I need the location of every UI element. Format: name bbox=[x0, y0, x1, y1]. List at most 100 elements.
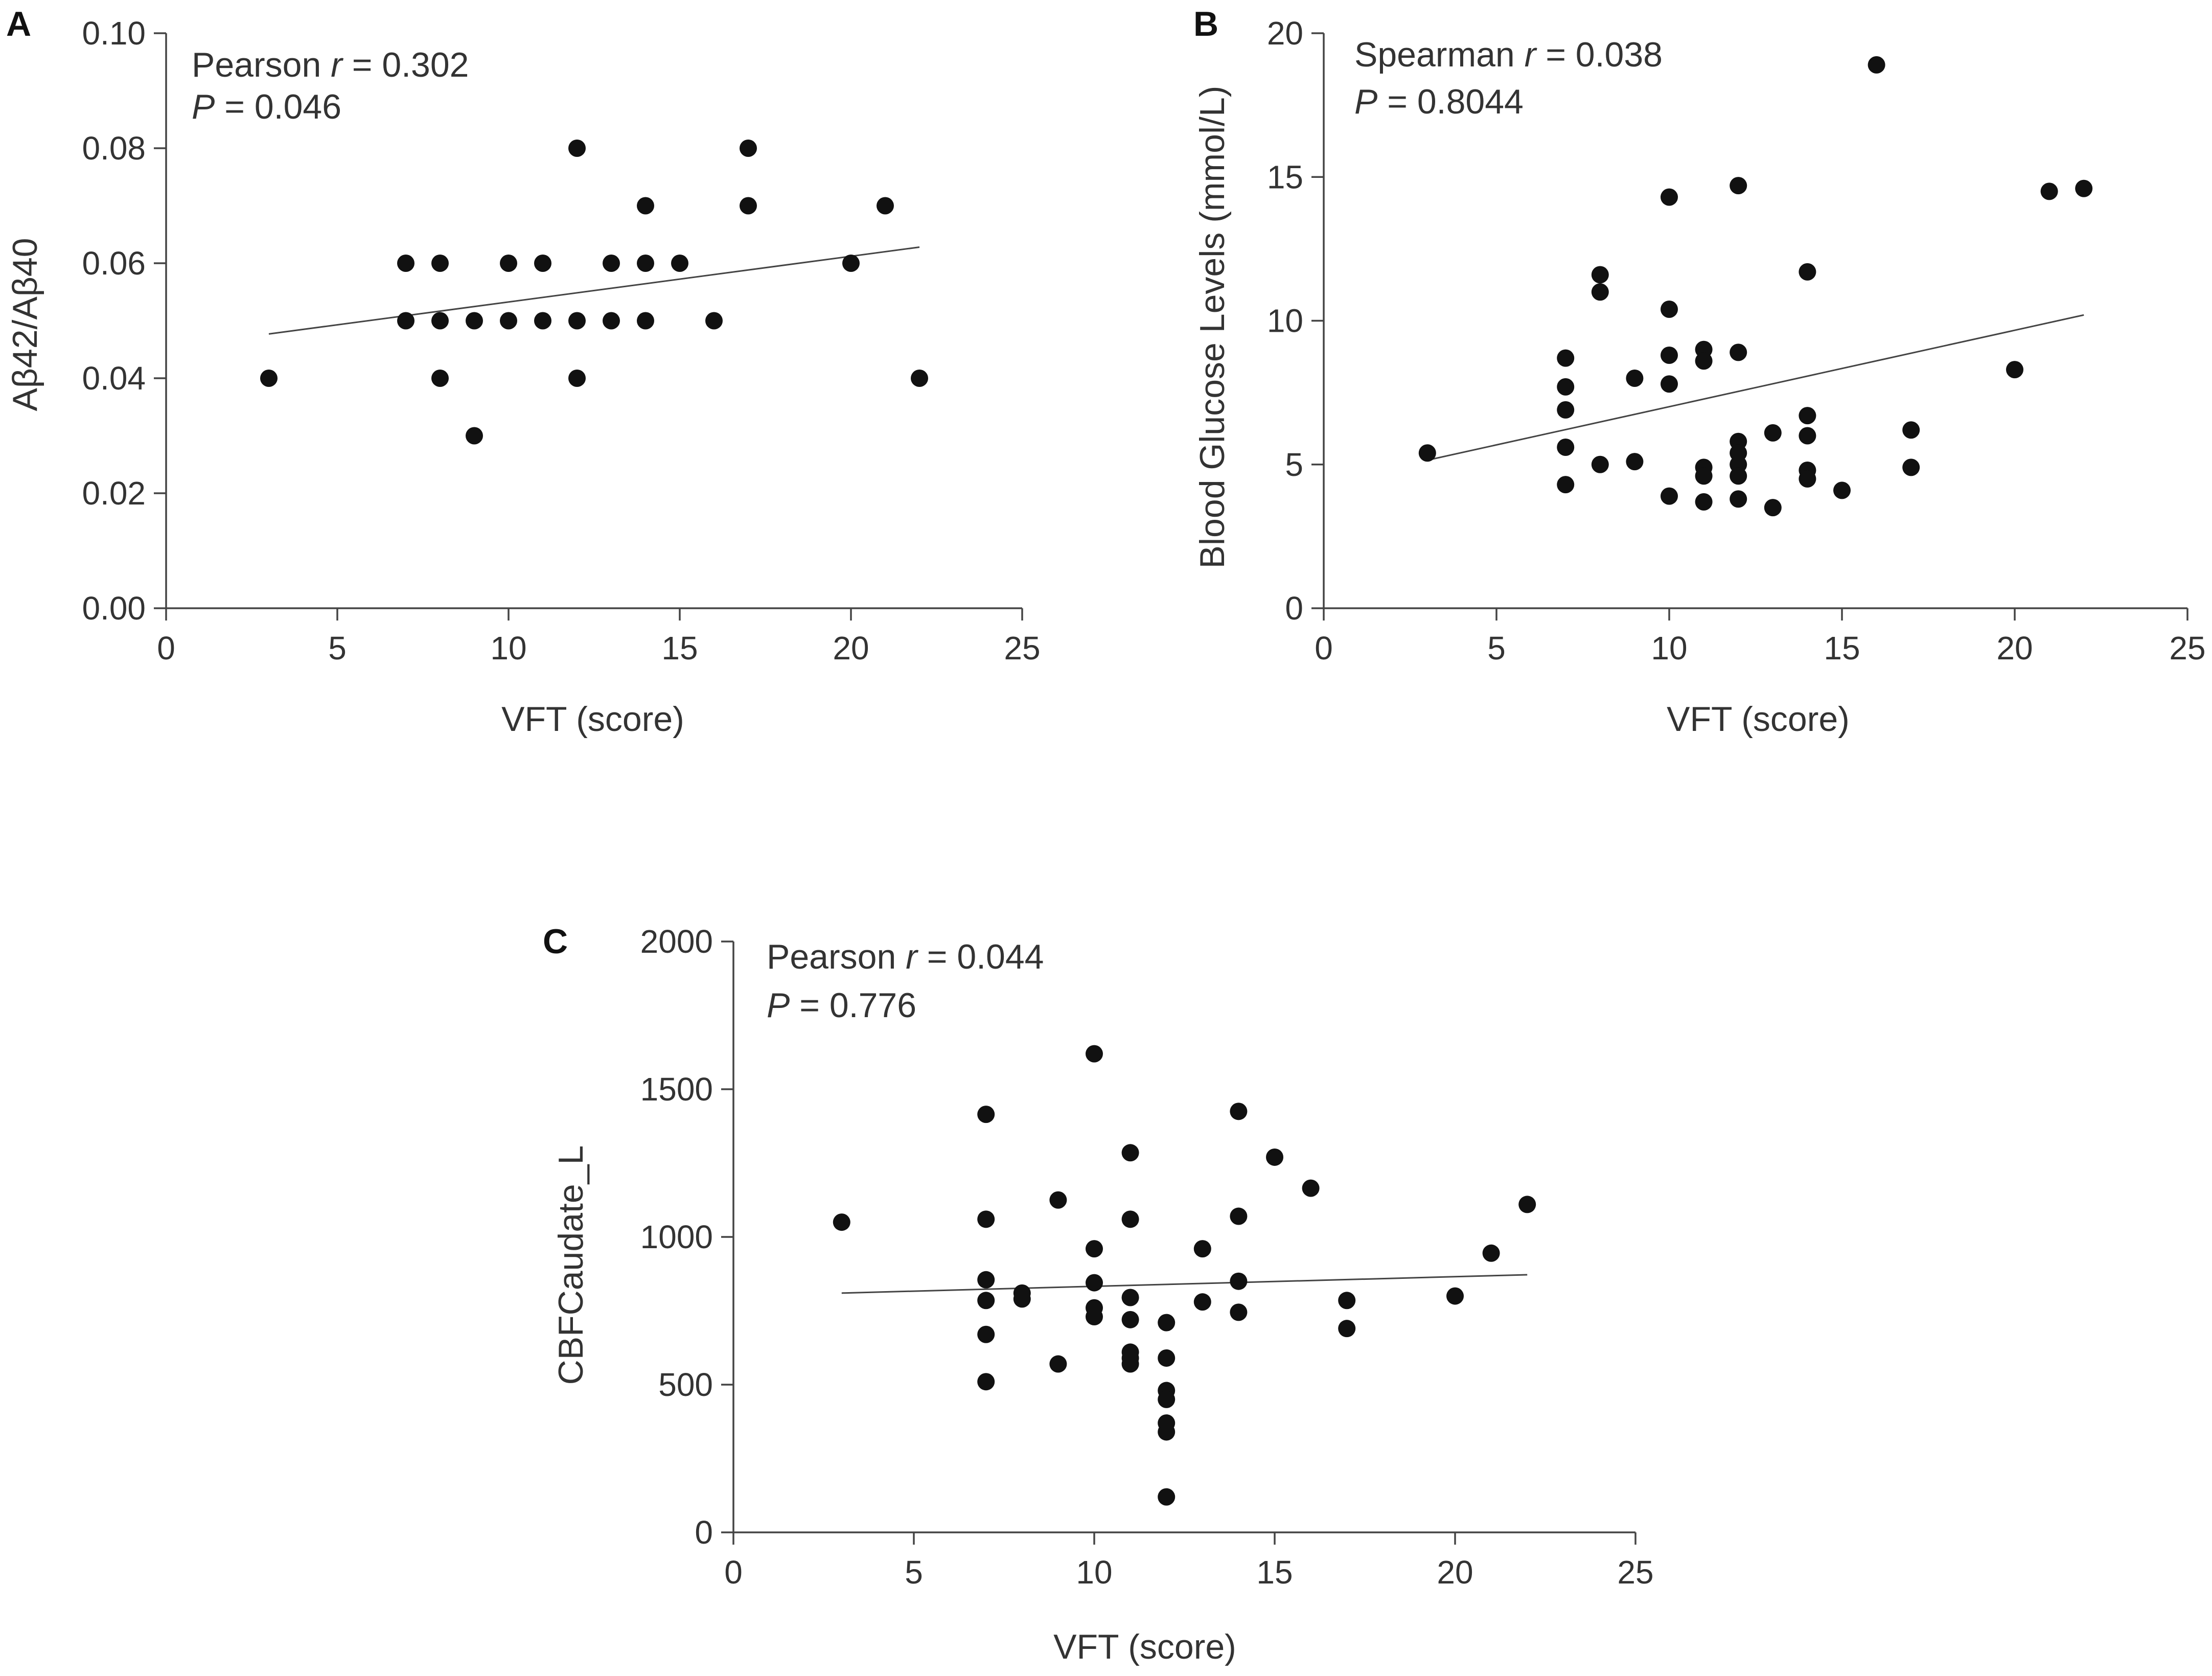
p-symbol: P bbox=[767, 986, 790, 1025]
scatter-point bbox=[1557, 439, 1575, 456]
scatter-point bbox=[1661, 347, 1678, 364]
scatter-point bbox=[1086, 1240, 1103, 1258]
scatter-point bbox=[1086, 1045, 1103, 1063]
scatter-point bbox=[1626, 453, 1644, 471]
scatter-point bbox=[1049, 1191, 1067, 1209]
p-value: = 0.046 bbox=[215, 87, 341, 126]
stat-value: = 0.302 bbox=[342, 45, 469, 84]
stat-symbol: r bbox=[906, 937, 918, 976]
scatter-point bbox=[1661, 487, 1678, 505]
y-tick-label: 0.00 bbox=[82, 590, 146, 627]
scatter-point bbox=[466, 427, 483, 445]
x-tick-label: 5 bbox=[905, 1554, 923, 1591]
y-tick-label: 20 bbox=[1267, 15, 1303, 52]
stat-value: = 0.044 bbox=[917, 937, 1044, 976]
scatter-point bbox=[977, 1210, 995, 1228]
scatter-point bbox=[637, 197, 654, 215]
x-tick-label: 25 bbox=[1004, 630, 1040, 667]
x-tick-label: 5 bbox=[1487, 630, 1506, 667]
scatter-point bbox=[1695, 352, 1713, 370]
scatter-point bbox=[568, 370, 586, 387]
scatter-point bbox=[842, 255, 860, 272]
scatter-point bbox=[1158, 1423, 1176, 1441]
stat-name: Pearson bbox=[192, 45, 331, 84]
p-annotation: P = 0.8044 bbox=[1354, 82, 1524, 121]
y-tick-label: 0 bbox=[695, 1514, 713, 1551]
scatter-point bbox=[534, 312, 551, 330]
stat-name: Pearson bbox=[767, 937, 906, 976]
scatter-point bbox=[977, 1373, 995, 1391]
regression-line bbox=[1427, 314, 2084, 461]
scatter-point bbox=[260, 370, 278, 387]
scatter-point bbox=[1418, 444, 1436, 462]
scatter-point bbox=[1799, 407, 1816, 425]
scatter-point bbox=[1557, 378, 1575, 396]
x-tick-label: 20 bbox=[833, 630, 869, 667]
scatter-point bbox=[1338, 1320, 1356, 1338]
scatter-point bbox=[1230, 1272, 1248, 1290]
scatter-point bbox=[1086, 1274, 1103, 1292]
scatter-point bbox=[977, 1292, 995, 1310]
x-axis-label: VFT (score) bbox=[501, 700, 684, 739]
scatter-point bbox=[637, 312, 654, 330]
scatter-point bbox=[637, 255, 654, 272]
x-tick-label: 0 bbox=[724, 1554, 743, 1591]
y-tick-label: 0.02 bbox=[82, 475, 146, 512]
scatter-point bbox=[534, 255, 551, 272]
scatter-point bbox=[1661, 375, 1678, 393]
y-axis-label: Aβ42/Aβ40 bbox=[6, 238, 44, 411]
scatter-point bbox=[1193, 1240, 1211, 1258]
p-annotation: P = 0.046 bbox=[192, 87, 341, 126]
scatter-point bbox=[1266, 1148, 1283, 1166]
y-tick-label: 5 bbox=[1285, 446, 1303, 483]
scatter-point bbox=[500, 255, 517, 272]
scatter-point bbox=[977, 1271, 995, 1289]
scatter-point bbox=[1049, 1355, 1067, 1373]
scatter-point bbox=[1121, 1355, 1139, 1373]
x-tick-label: 20 bbox=[1437, 1554, 1473, 1591]
x-tick-label: 15 bbox=[661, 630, 698, 667]
scatter-point bbox=[1302, 1179, 1320, 1197]
x-tick-label: 0 bbox=[157, 630, 175, 667]
x-tick-label: 10 bbox=[490, 630, 526, 667]
scatter-point bbox=[877, 197, 894, 215]
scatter-point bbox=[1661, 188, 1678, 206]
scatter-point bbox=[1193, 1293, 1211, 1311]
scatter-point bbox=[1902, 458, 1920, 476]
scatter-point bbox=[568, 312, 586, 330]
y-axis-label: CBFCaudate_L bbox=[551, 1145, 590, 1385]
x-tick-label: 25 bbox=[2169, 630, 2205, 667]
scatter-point bbox=[431, 312, 449, 330]
scatter-point bbox=[1695, 467, 1713, 485]
scatter-point bbox=[1158, 1314, 1176, 1331]
scatter-point bbox=[568, 140, 586, 157]
scatter-point bbox=[833, 1213, 850, 1231]
scatter-point bbox=[1230, 1303, 1248, 1321]
x-tick-label: 15 bbox=[1824, 630, 1860, 667]
scatter-point bbox=[1695, 493, 1713, 511]
x-axis-label: VFT (score) bbox=[1667, 700, 1850, 739]
scatter-point bbox=[397, 255, 414, 272]
scatter-point bbox=[603, 255, 620, 272]
panel-b: B Spearman r = 0.038 P = 0.8044 VFT (sco… bbox=[1193, 5, 2206, 739]
x-tick-label: 0 bbox=[1315, 630, 1333, 667]
panel-letter: A bbox=[6, 5, 31, 43]
x-tick-label: 10 bbox=[1076, 1554, 1112, 1591]
y-tick-label: 0.04 bbox=[82, 360, 146, 397]
y-tick-label: 0.10 bbox=[82, 15, 146, 52]
stat-annotation: Spearman r = 0.038 bbox=[1354, 35, 1663, 74]
scatter-point bbox=[1557, 401, 1575, 419]
p-symbol: P bbox=[1354, 82, 1377, 121]
scatter-point bbox=[911, 370, 928, 387]
x-tick-label: 25 bbox=[1617, 1554, 1653, 1591]
y-tick-label: 2000 bbox=[640, 923, 713, 960]
y-tick-label: 1500 bbox=[640, 1071, 713, 1108]
scatter-point bbox=[1591, 283, 1609, 301]
scatter-point bbox=[2040, 182, 2058, 200]
scatter-point bbox=[1799, 427, 1816, 445]
x-tick-label: 10 bbox=[1651, 630, 1687, 667]
scatter-point bbox=[705, 312, 723, 330]
p-value: = 0.8044 bbox=[1377, 82, 1523, 121]
scatter-point bbox=[1158, 1488, 1176, 1506]
